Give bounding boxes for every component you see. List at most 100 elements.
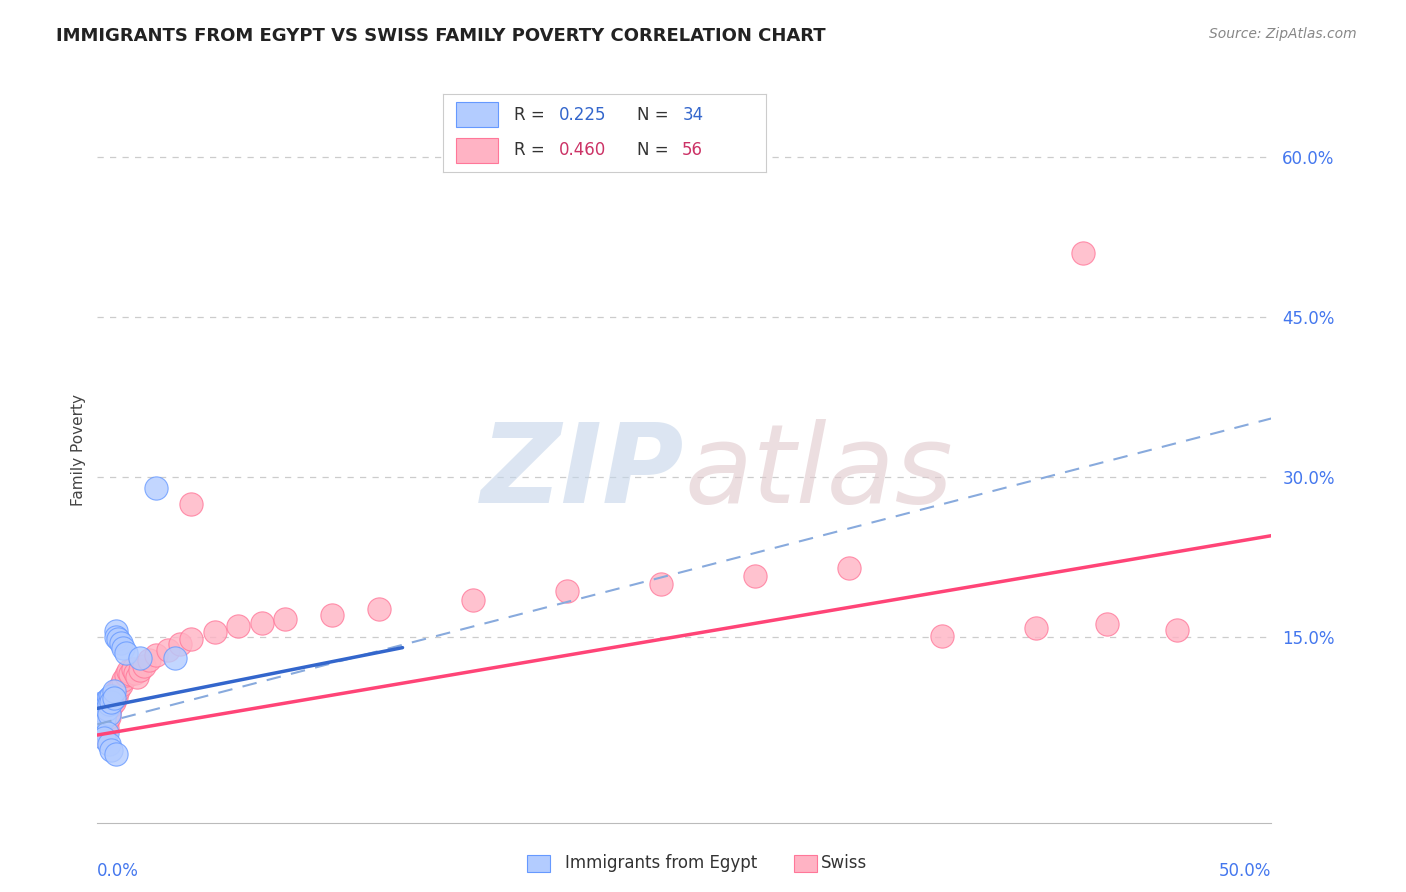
Point [93, 705, 115, 719]
Point [96, 693, 118, 707]
Point [555, 584, 578, 599]
Point [103, 690, 125, 704]
Point [250, 616, 273, 631]
Point [96, 710, 118, 724]
FancyBboxPatch shape [456, 137, 498, 162]
Text: R =: R = [515, 106, 550, 124]
Point [93, 710, 115, 724]
Point [107, 683, 129, 698]
Point [98, 737, 121, 751]
Point [105, 630, 128, 644]
Point [96, 726, 118, 740]
Point [107, 632, 129, 646]
Point [89, 709, 111, 723]
Point [1166, 623, 1188, 637]
Y-axis label: Family Poverty: Family Poverty [72, 394, 86, 507]
Point [145, 481, 167, 495]
Text: R =: R = [515, 141, 550, 159]
Point [368, 602, 391, 616]
Text: N =: N = [637, 106, 673, 124]
Point [93, 711, 115, 725]
Point [461, 592, 484, 607]
Point [114, 646, 136, 660]
Point [134, 658, 156, 673]
Point [91, 702, 114, 716]
Point [127, 670, 149, 684]
Point [124, 666, 146, 681]
Point [274, 612, 297, 626]
Point [89, 712, 111, 726]
Point [103, 684, 125, 698]
Point [98, 706, 121, 721]
Point [93, 715, 115, 730]
Point [91, 715, 114, 730]
Point [91, 696, 114, 710]
Point [93, 731, 115, 746]
Point [110, 678, 132, 692]
Point [110, 636, 132, 650]
Point [163, 651, 186, 665]
Text: atlas: atlas [685, 419, 953, 526]
Point [93, 699, 115, 714]
Point [91, 721, 114, 735]
Point [89, 728, 111, 742]
Point [93, 722, 115, 736]
Point [180, 497, 202, 511]
Point [931, 629, 953, 643]
Point [112, 640, 135, 655]
Point [96, 698, 118, 713]
Point [128, 663, 150, 677]
FancyBboxPatch shape [456, 102, 498, 127]
Point [100, 689, 122, 703]
Point [114, 668, 136, 682]
Text: 56: 56 [682, 141, 703, 159]
Point [156, 642, 179, 657]
Point [169, 637, 191, 651]
Point [103, 690, 125, 705]
Point [1095, 617, 1118, 632]
Point [100, 743, 122, 757]
Point [321, 607, 343, 622]
Point [100, 695, 122, 709]
Point [89, 701, 111, 715]
Point [100, 699, 122, 714]
Point [98, 697, 121, 711]
Point [91, 726, 114, 740]
Point [105, 684, 128, 698]
Point [96, 705, 118, 719]
Point [105, 624, 128, 638]
Point [112, 673, 135, 687]
Point [128, 651, 150, 665]
Point [180, 632, 202, 646]
Text: 0.225: 0.225 [560, 106, 607, 124]
Point [98, 699, 121, 714]
Text: 0.460: 0.460 [560, 141, 606, 159]
Point [105, 690, 128, 704]
Point [89, 723, 111, 737]
Point [98, 705, 121, 719]
Text: Immigrants from Egypt: Immigrants from Egypt [565, 855, 756, 872]
Text: 50.0%: 50.0% [1219, 863, 1271, 880]
Point [98, 690, 121, 705]
Point [89, 706, 111, 720]
Point [96, 721, 118, 735]
Point [121, 662, 143, 676]
Point [89, 712, 111, 726]
Point [89, 717, 111, 731]
Point [100, 694, 122, 708]
Point [103, 695, 125, 709]
Text: ZIP: ZIP [481, 419, 685, 526]
Point [226, 619, 249, 633]
Text: IMMIGRANTS FROM EGYPT VS SWISS FAMILY POVERTY CORRELATION CHART: IMMIGRANTS FROM EGYPT VS SWISS FAMILY PO… [56, 27, 825, 45]
Text: Swiss: Swiss [821, 855, 866, 872]
Point [145, 648, 167, 662]
Point [744, 569, 766, 583]
Text: 0.0%: 0.0% [97, 863, 139, 880]
Point [96, 715, 118, 730]
Point [96, 702, 118, 716]
Point [98, 710, 121, 724]
Point [105, 747, 128, 762]
Text: Source: ZipAtlas.com: Source: ZipAtlas.com [1209, 27, 1357, 41]
Text: N =: N = [637, 141, 673, 159]
Point [1073, 246, 1095, 260]
